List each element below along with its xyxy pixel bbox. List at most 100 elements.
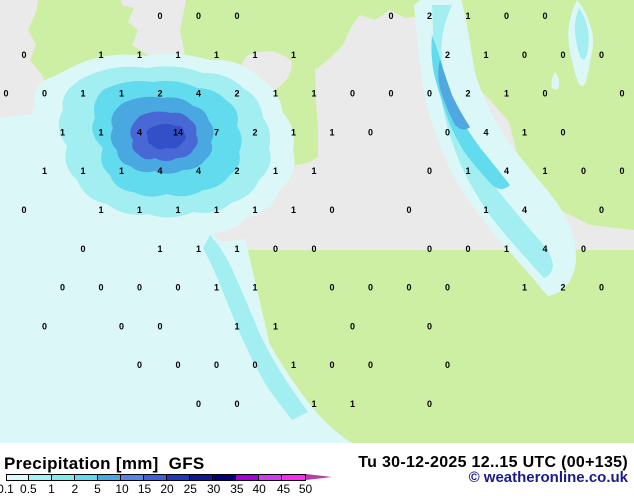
svg-text:4: 4 xyxy=(157,166,162,176)
svg-text:1: 1 xyxy=(175,205,180,215)
svg-text:0: 0 xyxy=(175,283,180,293)
svg-text:4: 4 xyxy=(483,127,488,137)
svg-text:0: 0 xyxy=(445,127,450,137)
svg-text:0: 0 xyxy=(234,11,239,21)
svg-text:1: 1 xyxy=(291,205,296,215)
svg-text:0: 0 xyxy=(252,360,257,370)
svg-text:0: 0 xyxy=(311,244,316,254)
svg-text:1: 1 xyxy=(504,89,509,99)
svg-text:1: 1 xyxy=(273,321,278,331)
svg-text:1: 1 xyxy=(311,399,316,409)
svg-text:1: 1 xyxy=(234,321,239,331)
svg-text:1: 1 xyxy=(350,399,355,409)
svg-text:1: 1 xyxy=(98,205,103,215)
svg-text:0: 0 xyxy=(137,360,142,370)
svg-text:1: 1 xyxy=(214,205,219,215)
svg-text:1: 1 xyxy=(157,244,162,254)
svg-text:1: 1 xyxy=(60,127,65,137)
svg-text:0: 0 xyxy=(196,11,201,21)
svg-text:0: 0 xyxy=(581,166,586,176)
svg-text:1: 1 xyxy=(42,166,47,176)
svg-text:2: 2 xyxy=(465,89,470,99)
svg-text:0: 0 xyxy=(3,89,8,99)
svg-text:0: 0 xyxy=(329,360,334,370)
svg-text:0: 0 xyxy=(368,360,373,370)
svg-text:0: 0 xyxy=(42,89,47,99)
svg-text:0: 0 xyxy=(157,11,162,21)
svg-text:0: 0 xyxy=(560,127,565,137)
svg-text:1: 1 xyxy=(252,205,257,215)
svg-text:0: 0 xyxy=(350,89,355,99)
svg-text:2: 2 xyxy=(445,50,450,60)
svg-text:0: 0 xyxy=(42,321,47,331)
svg-text:1: 1 xyxy=(273,89,278,99)
svg-text:0: 0 xyxy=(21,50,26,60)
svg-text:0: 0 xyxy=(137,283,142,293)
svg-text:1: 1 xyxy=(291,127,296,137)
svg-text:0: 0 xyxy=(599,50,604,60)
svg-text:2: 2 xyxy=(157,89,162,99)
svg-text:4: 4 xyxy=(196,166,201,176)
svg-text:1: 1 xyxy=(522,283,527,293)
svg-text:1: 1 xyxy=(137,50,142,60)
svg-text:0: 0 xyxy=(406,205,411,215)
svg-text:0: 0 xyxy=(599,205,604,215)
svg-text:0: 0 xyxy=(21,205,26,215)
svg-text:0: 0 xyxy=(368,283,373,293)
svg-text:0: 0 xyxy=(522,50,527,60)
svg-text:4: 4 xyxy=(196,89,201,99)
svg-text:4: 4 xyxy=(504,166,509,176)
svg-text:7: 7 xyxy=(214,127,219,137)
svg-text:2: 2 xyxy=(252,127,257,137)
svg-text:1: 1 xyxy=(483,50,488,60)
svg-text:1: 1 xyxy=(291,360,296,370)
svg-text:0: 0 xyxy=(465,244,470,254)
svg-text:1: 1 xyxy=(98,127,103,137)
svg-text:4: 4 xyxy=(137,127,142,137)
svg-text:0: 0 xyxy=(388,11,393,21)
svg-text:0: 0 xyxy=(427,399,432,409)
svg-text:1: 1 xyxy=(504,244,509,254)
svg-text:0: 0 xyxy=(80,244,85,254)
svg-text:0: 0 xyxy=(427,89,432,99)
svg-text:1: 1 xyxy=(252,50,257,60)
svg-text:2: 2 xyxy=(234,166,239,176)
svg-text:1: 1 xyxy=(137,205,142,215)
svg-text:1: 1 xyxy=(80,166,85,176)
svg-text:0: 0 xyxy=(406,283,411,293)
svg-text:1: 1 xyxy=(214,50,219,60)
svg-text:1: 1 xyxy=(542,166,547,176)
svg-text:0: 0 xyxy=(560,50,565,60)
svg-text:0: 0 xyxy=(98,283,103,293)
svg-text:0: 0 xyxy=(599,283,604,293)
svg-text:0: 0 xyxy=(157,321,162,331)
svg-text:1: 1 xyxy=(119,89,124,99)
svg-text:0: 0 xyxy=(214,360,219,370)
svg-text:0: 0 xyxy=(445,360,450,370)
svg-text:1: 1 xyxy=(214,283,219,293)
svg-text:1: 1 xyxy=(80,89,85,99)
svg-text:0: 0 xyxy=(581,244,586,254)
svg-text:1: 1 xyxy=(311,89,316,99)
svg-text:0: 0 xyxy=(119,321,124,331)
svg-text:0: 0 xyxy=(427,166,432,176)
svg-text:0: 0 xyxy=(542,89,547,99)
svg-text:1: 1 xyxy=(311,166,316,176)
svg-text:0: 0 xyxy=(196,399,201,409)
svg-text:1: 1 xyxy=(196,244,201,254)
svg-text:0: 0 xyxy=(388,89,393,99)
svg-text:1: 1 xyxy=(465,166,470,176)
svg-text:14: 14 xyxy=(173,127,183,137)
svg-text:1: 1 xyxy=(522,127,527,137)
svg-text:0: 0 xyxy=(273,244,278,254)
svg-text:4: 4 xyxy=(522,205,527,215)
svg-text:0: 0 xyxy=(427,321,432,331)
svg-text:0: 0 xyxy=(175,360,180,370)
svg-text:0: 0 xyxy=(504,11,509,21)
svg-text:2: 2 xyxy=(427,11,432,21)
svg-text:1: 1 xyxy=(252,283,257,293)
svg-text:2: 2 xyxy=(234,89,239,99)
svg-text:0: 0 xyxy=(60,283,65,293)
svg-text:0: 0 xyxy=(329,205,334,215)
svg-text:0: 0 xyxy=(368,127,373,137)
